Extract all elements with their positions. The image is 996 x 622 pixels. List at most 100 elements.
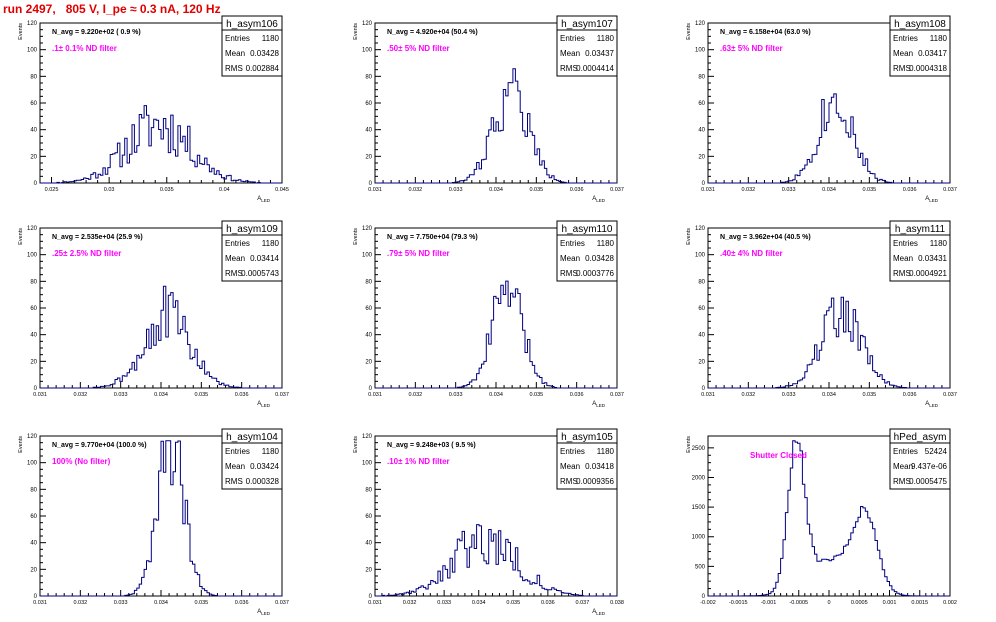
x-axis-subscript: LED bbox=[596, 611, 606, 616]
x-tick-label: 0.033 bbox=[449, 187, 463, 193]
x-tick-label: 0.002 bbox=[943, 600, 957, 606]
x-tick-label: 0.037 bbox=[275, 392, 289, 398]
x-tick-label: 0.034 bbox=[822, 392, 836, 398]
stats-label-mean: Mean bbox=[225, 49, 245, 58]
x-tick-label: 0.036 bbox=[570, 187, 584, 193]
y-tick-label: 100 bbox=[27, 253, 38, 259]
x-tick-label: 0.036 bbox=[541, 600, 555, 606]
x-tick-label: 0.037 bbox=[576, 600, 590, 606]
y-tick-label: 20 bbox=[365, 359, 372, 365]
x-tick-label: 0.031 bbox=[701, 392, 715, 398]
stats-label-mean: Mean bbox=[225, 254, 245, 263]
stats-value-entries: 1180 bbox=[262, 34, 280, 43]
stats-value-entries: 1180 bbox=[597, 34, 615, 43]
stats-value-rms: 0.0005743 bbox=[241, 269, 279, 278]
stats-title: h_asym111 bbox=[895, 224, 946, 235]
stats-label-entries: Entries bbox=[560, 239, 585, 248]
x-axis-title: ALED bbox=[592, 609, 606, 616]
stats-title: h_asym104 bbox=[226, 432, 278, 443]
stats-title: h_asym110 bbox=[562, 224, 613, 235]
navg-label: N_avg = 6.158e+04 (63.0 %) bbox=[720, 29, 811, 36]
x-tick-label: 0.031 bbox=[33, 600, 47, 606]
x-tick-label: 0.0015 bbox=[911, 600, 928, 606]
stats-value-rms: 0.0004318 bbox=[909, 64, 947, 73]
stats-box bbox=[889, 15, 951, 77]
filter-label: .79± 5% ND filter bbox=[387, 249, 450, 258]
y-tick-label: 0 bbox=[369, 181, 373, 187]
x-tick-label: 0.035 bbox=[529, 392, 543, 398]
x-tick-label: 0.031 bbox=[33, 392, 47, 398]
y-tick-label: 60 bbox=[30, 306, 37, 312]
x-tick-label: 0.034 bbox=[489, 187, 503, 193]
panel-hPed_asym: 0 500 1000 1500 2000 2500 -0.002 -0.0015 -0.001 -… bbox=[686, 428, 957, 606]
panel-h_asym108: 0 20 40 60 80 100 120 0.031 0.032 0.033 0.034 0.035… bbox=[686, 15, 957, 203]
stats-label-mean: Mean bbox=[560, 462, 580, 471]
y-tick-label: 100 bbox=[695, 253, 706, 259]
x-tick-label: 0.031 bbox=[368, 392, 382, 398]
stats-title: h_asym108 bbox=[894, 19, 946, 30]
panel-h_asym107: 0 20 40 60 80 100 120 0.031 0.032 0.033 0.034 0.035… bbox=[353, 15, 624, 203]
x-axis-title: ALED bbox=[257, 196, 271, 203]
stats-label-entries: Entries bbox=[893, 34, 918, 43]
x-tick-label: 0.0005 bbox=[851, 600, 868, 606]
stats-value-entries: 1180 bbox=[597, 239, 615, 248]
stats-value-mean: 0.03418 bbox=[585, 462, 614, 471]
stats-value-entries: 1180 bbox=[930, 34, 948, 43]
y-tick-label: 80 bbox=[30, 487, 37, 493]
x-tick-label: 0.031 bbox=[368, 600, 382, 606]
stats-label-rms: RMS bbox=[225, 64, 243, 73]
stats-label-entries: Entries bbox=[893, 239, 918, 248]
filter-label: .1± 0.1% ND filter bbox=[52, 44, 117, 53]
y-tick-label: 100 bbox=[27, 48, 38, 54]
y-tick-label: 60 bbox=[30, 101, 37, 107]
y-tick-label: 60 bbox=[30, 514, 37, 520]
stats-value-rms: 0.0004921 bbox=[909, 269, 947, 278]
y-tick-label: 40 bbox=[365, 333, 372, 339]
y-tick-label: 40 bbox=[698, 128, 705, 134]
y-tick-label: 120 bbox=[362, 21, 373, 27]
y-axis-title: Events bbox=[353, 436, 359, 453]
y-tick-label: 0 bbox=[369, 386, 373, 392]
stats-label-mean: Mean bbox=[560, 254, 580, 263]
y-tick-label: 20 bbox=[698, 154, 705, 160]
stats-box bbox=[556, 15, 618, 77]
histogram-line bbox=[708, 93, 950, 184]
stats-value-entries: 1180 bbox=[930, 239, 948, 248]
stats-value-mean: 0.03424 bbox=[250, 462, 279, 471]
y-tick-label: 20 bbox=[30, 154, 37, 160]
y-axis-title: Events bbox=[18, 23, 24, 40]
histogram-line bbox=[375, 524, 617, 597]
y-tick-label: 0 bbox=[702, 181, 706, 187]
y-tick-label: 80 bbox=[698, 74, 705, 80]
stats-value-mean: 0.03417 bbox=[918, 49, 947, 58]
y-tick-label: 2000 bbox=[692, 475, 706, 481]
x-tick-label: 0.045 bbox=[275, 187, 289, 193]
x-axis-title: ALED bbox=[925, 196, 939, 203]
x-axis-subscript: LED bbox=[596, 198, 606, 203]
stats-box bbox=[221, 15, 283, 77]
x-tick-label: 0.032 bbox=[741, 187, 755, 193]
x-tick-label: 0.032 bbox=[73, 392, 87, 398]
x-tick-label: 0.032 bbox=[408, 392, 422, 398]
filter-label: .50± 5% ND filter bbox=[387, 44, 450, 53]
stats-value-rms: 0.0005475 bbox=[909, 477, 947, 486]
stats-value-rms: 0.0004414 bbox=[576, 64, 614, 73]
x-tick-label: 0.033 bbox=[782, 392, 796, 398]
stats-box bbox=[221, 428, 283, 490]
y-tick-label: 80 bbox=[365, 487, 372, 493]
y-axis-title: Events bbox=[686, 23, 692, 40]
y-tick-label: 0 bbox=[34, 386, 38, 392]
y-tick-label: 80 bbox=[30, 279, 37, 285]
histogram-line bbox=[708, 296, 950, 389]
filter-label: .63± 5% ND filter bbox=[720, 44, 783, 53]
y-tick-label: 40 bbox=[365, 128, 372, 134]
x-tick-label: 0.035 bbox=[529, 187, 543, 193]
x-tick-label: 0.035 bbox=[862, 187, 876, 193]
x-tick-label: 0.032 bbox=[73, 600, 87, 606]
stats-title: h_asym106 bbox=[226, 19, 278, 30]
x-tick-label: 0.033 bbox=[449, 392, 463, 398]
navg-label: N_avg = 9.248e+03 ( 9.5 %) bbox=[387, 442, 476, 449]
x-tick-label: 0.034 bbox=[822, 187, 836, 193]
panel-h_asym105: 0 20 40 60 80 100 120 0.031 0.032 0.033 0.034 0.035… bbox=[353, 428, 624, 616]
x-tick-label: -0.0015 bbox=[729, 600, 748, 606]
